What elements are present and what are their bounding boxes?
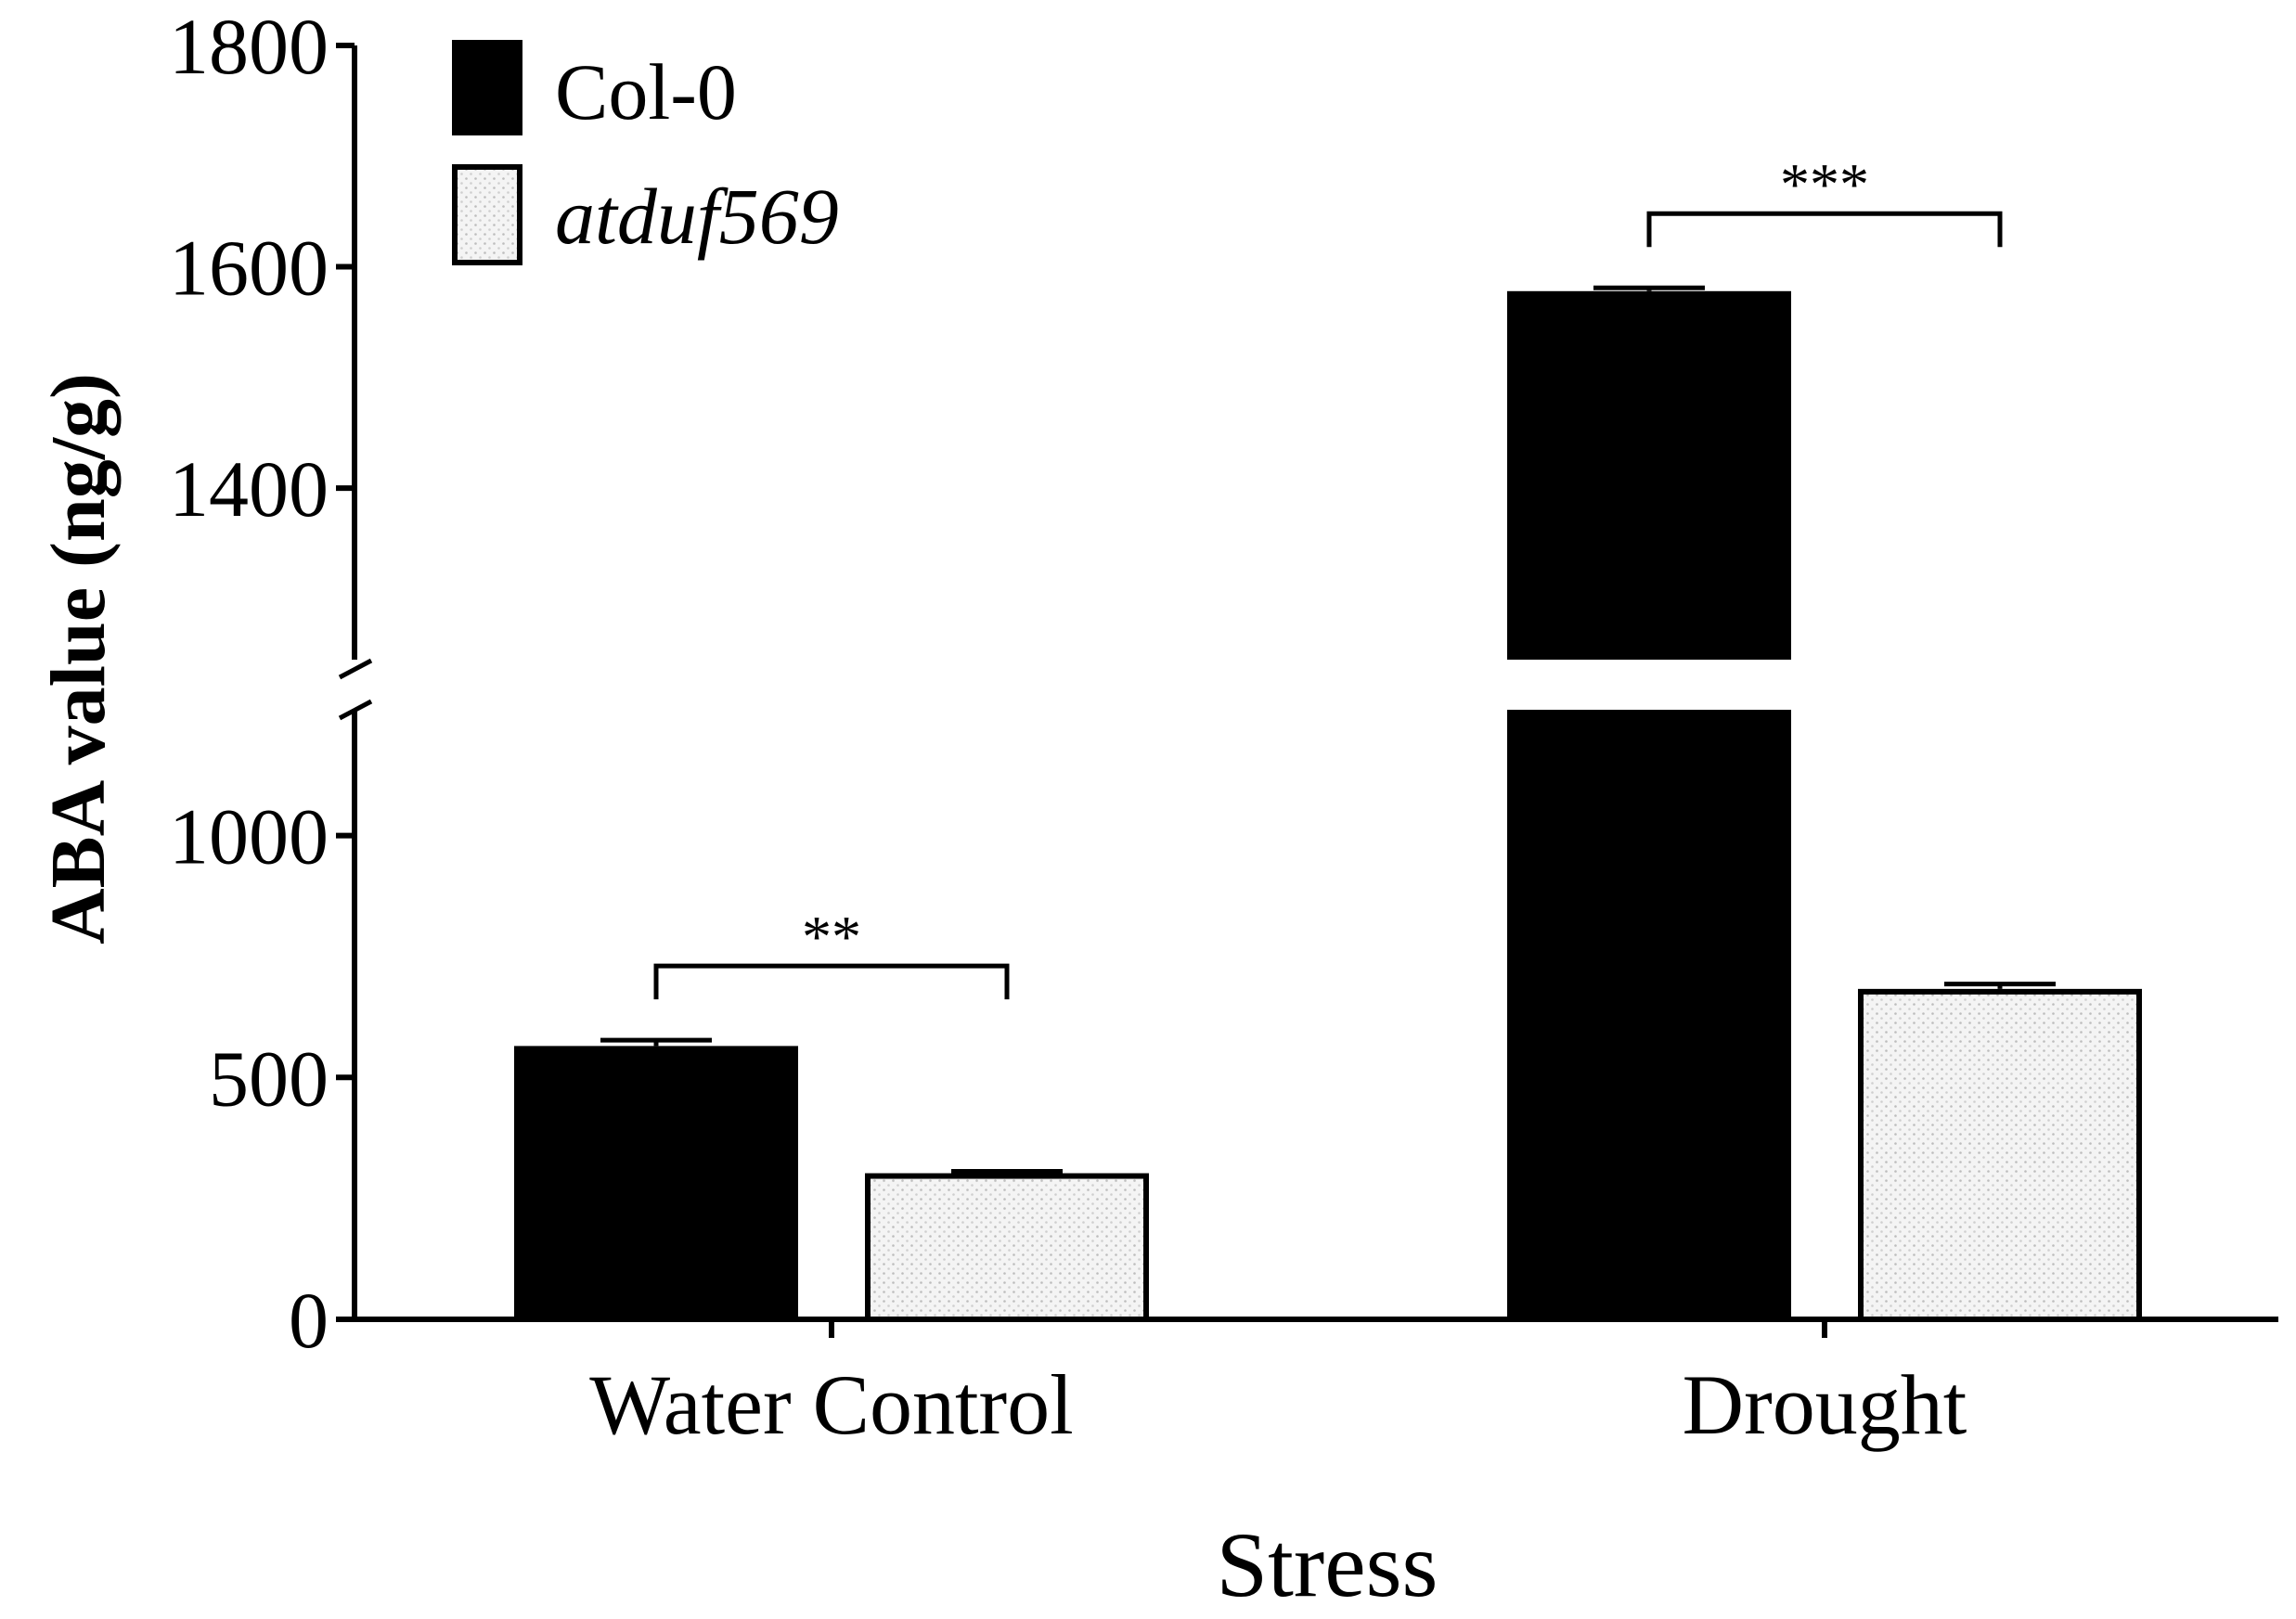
bar-col-0-water-control <box>514 1046 798 1319</box>
significance-label-water-control: ** <box>802 904 861 970</box>
bar-col-0-drought-upper <box>1507 290 1791 660</box>
legend-swatch-atduf569 <box>452 164 522 265</box>
significance-bracket-water-control <box>653 963 1010 1000</box>
category-label-water-control: Water Control <box>589 1357 1073 1452</box>
y-tick-label-500: 500 <box>209 1034 329 1123</box>
bar-col-0-drought-lower <box>1507 710 1791 1319</box>
x-axis-title: Stress <box>1217 1513 1438 1616</box>
category-label-drought: Drought <box>1683 1357 1967 1452</box>
bar-atduf569-drought <box>1858 988 2142 1322</box>
y-tick-label-1000: 1000 <box>169 792 329 881</box>
legend-label-atduf569: atduf569 <box>555 172 839 261</box>
legend-label-col0: Col-0 <box>555 47 737 136</box>
legend-swatch-col0 <box>452 40 522 135</box>
significance-bracket-drought <box>1646 211 2003 248</box>
axis-break-mark-bottom <box>338 699 373 721</box>
y-tick-label-0: 0 <box>289 1276 329 1365</box>
y-tick-label-1800: 1800 <box>169 2 329 91</box>
y-tick-label-1400: 1400 <box>169 444 329 533</box>
significance-label-drought: *** <box>1780 151 1869 217</box>
bar-atduf569-water-control <box>865 1173 1149 1322</box>
y-axis-title: ABA value (ng/g) <box>35 373 122 944</box>
axis-break-mark-top <box>338 658 373 680</box>
y-tick-label-1600: 1600 <box>169 224 329 313</box>
